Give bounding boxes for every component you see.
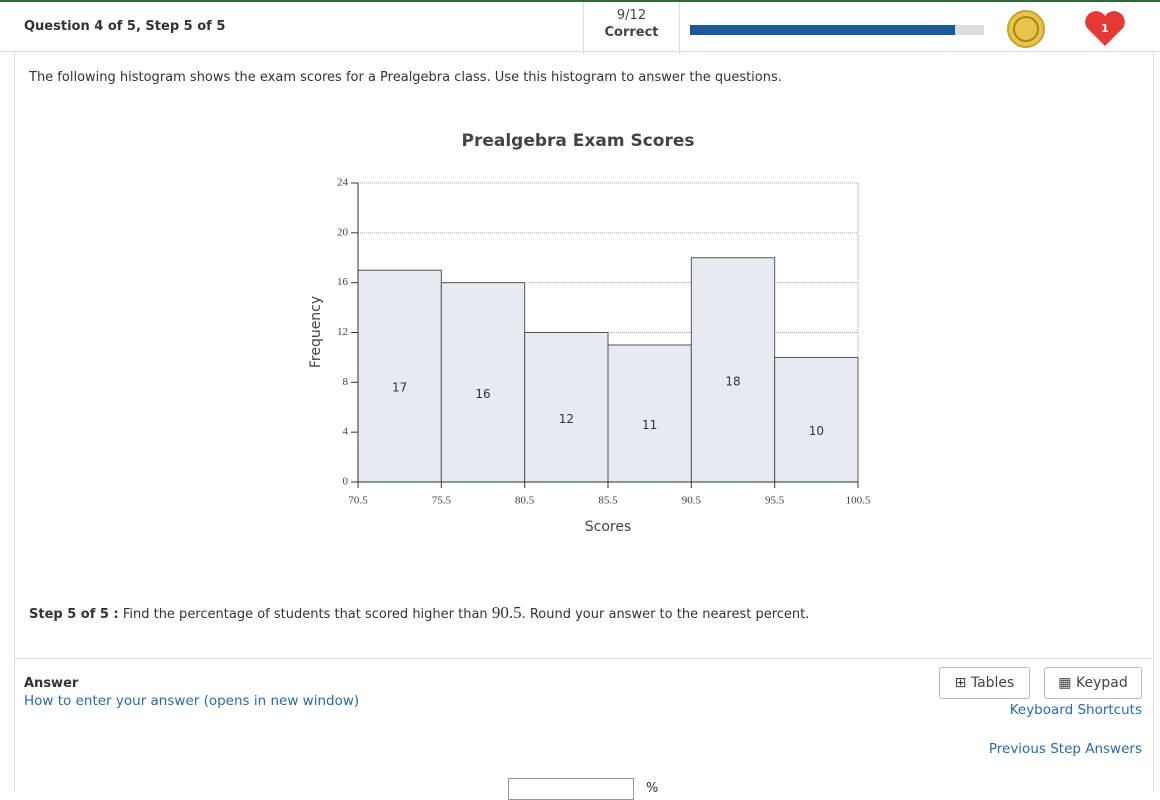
bar xyxy=(774,356,859,483)
tables-button[interactable]: ⊞ Tables xyxy=(939,667,1030,699)
answer-input[interactable] xyxy=(508,778,634,800)
bar xyxy=(524,332,609,483)
histogram: Prealgebra Exam Scores 0 4 8 12 16 20 24 17 16 12 1… xyxy=(308,131,871,535)
y-tick-label: 24 xyxy=(337,177,349,189)
keypad-button[interactable]: ▦ Keypad xyxy=(1044,667,1142,699)
progress-bar xyxy=(690,25,984,35)
previous-link[interactable]: Previous Step Answers xyxy=(988,741,1142,757)
coin-icon xyxy=(1007,10,1045,48)
x-tick-label: 100.5 xyxy=(846,495,871,507)
help-link[interactable]: How to enter your answer (opens in new w… xyxy=(24,693,360,709)
y-tick-label: 16 xyxy=(337,276,349,288)
keypad-text: Keypad xyxy=(1075,675,1128,691)
y-tick-label: 4 xyxy=(343,426,349,438)
question-counter: Question 4 of 5, Step 5 of 5 xyxy=(24,19,226,34)
score-status: Correct xyxy=(604,25,659,40)
answer-label: Answer xyxy=(24,676,79,691)
x-axis-label: Scores xyxy=(585,519,632,535)
x-tick-label: 95.5 xyxy=(765,495,785,507)
score: 9/12 xyxy=(616,8,647,23)
bar xyxy=(607,344,692,483)
content-panel xyxy=(14,52,1154,792)
bar xyxy=(440,282,526,483)
x-tick-label: 90.5 xyxy=(682,495,702,507)
chart-title: Prealgebra Exam Scores xyxy=(461,131,694,151)
step-text-after: . Round your answer to the nearest perce… xyxy=(521,607,810,622)
x-tick-label: 75.5 xyxy=(432,495,452,507)
value-label: 18 xyxy=(725,374,740,388)
bar xyxy=(690,257,776,483)
tables-text: Tables xyxy=(970,675,1015,691)
step-label: Step 5 of 5 : xyxy=(29,607,119,622)
heart-icon: 1 xyxy=(1085,11,1125,46)
step-text: Find the percentage of students that sco… xyxy=(122,607,488,622)
shortcuts-link[interactable]: Keyboard Shortcuts xyxy=(1009,702,1142,718)
progress-fill xyxy=(690,25,955,35)
x-tick-label: 85.5 xyxy=(598,495,618,507)
value-label: 12 xyxy=(559,412,574,426)
y-tick-label: 12 xyxy=(337,326,348,338)
value-label: 10 xyxy=(809,424,824,438)
value-label: 17 xyxy=(392,381,407,395)
bar xyxy=(357,269,442,483)
step-number: 90.5 xyxy=(491,603,522,622)
top-bar: Question 4 of 5, Step 5 of 5 9/12 Correc… xyxy=(0,0,1160,54)
y-tick-label: 20 xyxy=(337,226,349,238)
unit: % xyxy=(646,781,659,796)
x-tick-label: 70.5 xyxy=(348,495,368,507)
value-label: 16 xyxy=(475,387,490,401)
score-box: 9/12 Correct xyxy=(583,2,680,54)
y-tick-label: 8 xyxy=(343,376,349,388)
divider xyxy=(15,658,1152,659)
intro: The following histogram shows the exam s… xyxy=(29,70,782,85)
step-prompt: Step 5 of 5 : Find the percentage of stu… xyxy=(29,603,809,623)
y-tick-label: 0 xyxy=(343,476,349,488)
value-label: 11 xyxy=(642,418,657,432)
y-axis-label: Frequency xyxy=(308,296,324,368)
x-tick-label: 80.5 xyxy=(515,495,535,507)
hearts: 1 xyxy=(1101,22,1109,35)
